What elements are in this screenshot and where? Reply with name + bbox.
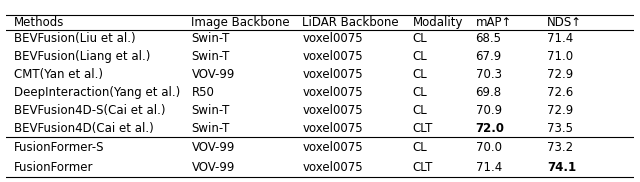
Text: CL: CL [413,141,428,154]
Text: CL: CL [413,86,428,99]
Text: Modality: Modality [413,16,463,29]
Text: NDS↑: NDS↑ [547,16,582,29]
Text: voxel0075: voxel0075 [303,104,363,117]
Text: voxel0075: voxel0075 [303,86,363,99]
Text: 67.9: 67.9 [476,50,502,63]
Text: FusionFormer-S: FusionFormer-S [14,141,104,154]
Text: VOV-99: VOV-99 [191,161,235,174]
Text: CL: CL [413,104,428,117]
Text: 71.4: 71.4 [476,161,502,174]
Text: 71.4: 71.4 [547,32,573,46]
Text: BEVFusion(Liang et al.): BEVFusion(Liang et al.) [14,50,150,63]
Text: VOV-99: VOV-99 [191,141,235,154]
Text: LiDAR Backbone: LiDAR Backbone [303,16,399,29]
Text: Swin-T: Swin-T [191,32,230,46]
Text: 70.9: 70.9 [476,104,502,117]
Text: CMT(Yan et al.): CMT(Yan et al.) [14,68,103,81]
Text: 72.0: 72.0 [476,122,504,135]
Text: 73.5: 73.5 [547,122,573,135]
Text: FusionFormer: FusionFormer [14,161,93,174]
Text: CLT: CLT [413,161,433,174]
Text: R50: R50 [191,86,214,99]
Text: 70.3: 70.3 [476,68,502,81]
Text: voxel0075: voxel0075 [303,161,363,174]
Text: 71.0: 71.0 [547,50,573,63]
Text: 70.0: 70.0 [476,141,502,154]
Text: 72.9: 72.9 [547,104,573,117]
Text: 73.2: 73.2 [547,141,573,154]
Text: CLT: CLT [413,122,433,135]
Text: VOV-99: VOV-99 [191,68,235,81]
Text: Swin-T: Swin-T [191,104,230,117]
Text: 68.5: 68.5 [476,32,502,46]
Text: CL: CL [413,50,428,63]
Text: Methods: Methods [14,16,64,29]
Text: Image Backbone: Image Backbone [191,16,290,29]
Text: 72.6: 72.6 [547,86,573,99]
Text: CL: CL [413,32,428,46]
Text: mAP↑: mAP↑ [476,16,512,29]
Text: voxel0075: voxel0075 [303,68,363,81]
Text: voxel0075: voxel0075 [303,32,363,46]
Text: DeepInteraction(Yang et al.): DeepInteraction(Yang et al.) [14,86,180,99]
Text: CL: CL [413,68,428,81]
Text: voxel0075: voxel0075 [303,122,363,135]
Text: BEVFusion4D-S(Cai et al.): BEVFusion4D-S(Cai et al.) [14,104,165,117]
Text: Swin-T: Swin-T [191,122,230,135]
Text: BEVFusion4D(Cai et al.): BEVFusion4D(Cai et al.) [14,122,154,135]
Text: 74.1: 74.1 [547,161,576,174]
Text: Swin-T: Swin-T [191,50,230,63]
Text: voxel0075: voxel0075 [303,50,363,63]
Text: 69.8: 69.8 [476,86,502,99]
Text: BEVFusion(Liu et al.): BEVFusion(Liu et al.) [14,32,136,46]
Text: voxel0075: voxel0075 [303,141,363,154]
Text: 72.9: 72.9 [547,68,573,81]
